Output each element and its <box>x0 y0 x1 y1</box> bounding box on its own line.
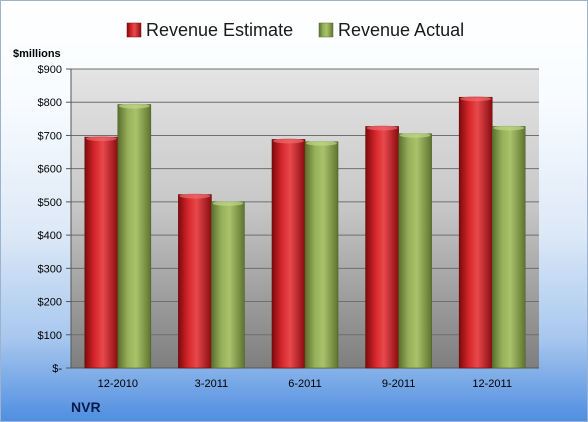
bar-highlight <box>399 132 431 138</box>
bar-highlight <box>212 200 244 206</box>
legend-swatch-estimate <box>126 22 142 38</box>
bar-highlight <box>85 136 117 142</box>
y-tick-label: $200 <box>38 297 62 309</box>
y-tick-label: $300 <box>38 263 62 275</box>
y-tick-label: $600 <box>38 164 62 176</box>
y-tick-label: $800 <box>38 97 62 109</box>
bar-highlight <box>460 96 492 102</box>
bar-actual <box>117 104 152 369</box>
company-label: NVR <box>71 399 101 415</box>
legend-label-actual: Revenue Actual <box>338 20 464 40</box>
x-tick-label: 12-2011 <box>472 378 512 390</box>
x-tick-label: 12-2010 <box>98 378 138 390</box>
y-axis-label: $millions <box>13 48 61 60</box>
legend-swatch-actual <box>318 22 334 38</box>
legend: Revenue Estimate Revenue Actual <box>126 20 464 40</box>
bar-highlight <box>493 125 525 131</box>
bar-estimate <box>365 126 399 369</box>
bar-estimate <box>84 136 119 369</box>
x-tick-label: 9-2011 <box>382 378 415 390</box>
x-axis: 12-2010 3-2011 6-2011 9-2011 12-2011 <box>98 378 512 390</box>
bar-highlight <box>366 125 398 131</box>
bar-actual <box>304 141 339 369</box>
bar-highlight <box>179 193 211 199</box>
bars <box>84 96 526 369</box>
y-tick-label: $400 <box>38 230 62 242</box>
bar-actual <box>211 201 245 369</box>
bar-highlight <box>118 103 150 109</box>
x-tick-label: 6-2011 <box>288 378 321 390</box>
bar-estimate <box>458 96 493 369</box>
y-tick-label: $900 <box>38 64 62 76</box>
y-tick-label: $- <box>52 363 62 375</box>
y-tick-label: $100 <box>38 330 62 342</box>
legend-label-estimate: Revenue Estimate <box>146 20 293 40</box>
bar-actual <box>491 126 526 369</box>
x-tick-label: 3-2011 <box>195 378 228 390</box>
bar-highlight <box>306 140 337 146</box>
bar-actual <box>398 133 432 369</box>
y-tick-label: $500 <box>38 197 62 209</box>
bar-estimate <box>271 139 306 369</box>
bar-highlight <box>273 138 304 144</box>
y-tick-label: $700 <box>38 130 62 142</box>
y-axis: $- $100 $200 $300 $400 $500 $600 $700 $800 $900 <box>38 64 72 375</box>
bar-estimate <box>178 194 212 369</box>
